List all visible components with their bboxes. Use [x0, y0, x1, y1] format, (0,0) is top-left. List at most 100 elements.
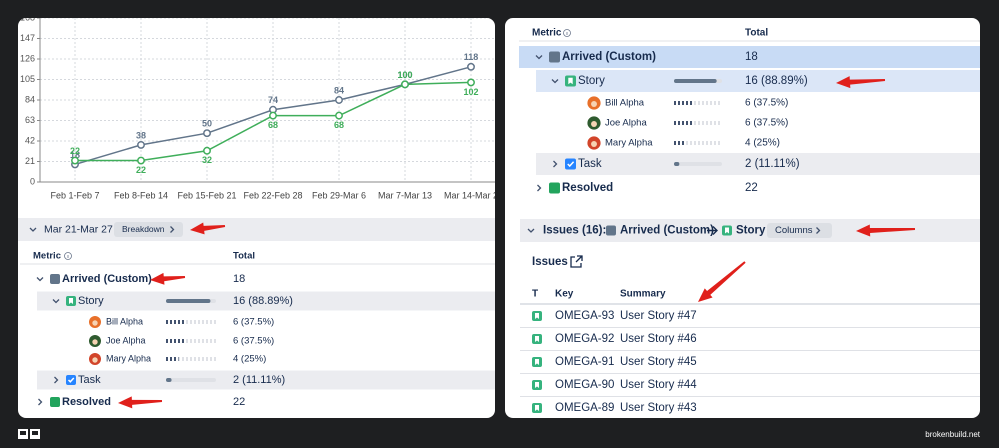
x-tick-label: Feb 15-Feb 21	[177, 190, 236, 200]
expand-toggle[interactable]	[527, 228, 535, 233]
column-header: Metric	[532, 28, 562, 39]
y-tick-label: 105	[20, 74, 35, 84]
annotation-arrow	[856, 224, 916, 237]
columns-button-label: Columns	[775, 225, 813, 236]
issue-summary: User Story #47	[620, 310, 697, 322]
issue-summary: User Story #45	[620, 356, 697, 368]
metric-icon	[606, 225, 616, 236]
story-icon-mark	[535, 336, 539, 342]
left-content: 0 21 42 63 84 105 126 147 168 Feb 1-Feb 7 Feb 8-Fe…	[18, 18, 495, 408]
y-tick-label: 63	[25, 115, 35, 125]
data-point	[203, 146, 211, 155]
y-tick-label: 0	[30, 176, 35, 186]
column-header: Key	[555, 289, 574, 300]
annotation-arrow	[190, 222, 226, 235]
right-panel	[505, 18, 980, 418]
row-total: 18	[233, 273, 245, 285]
expand-toggle[interactable]	[36, 277, 44, 282]
expand-toggle[interactable]	[54, 376, 59, 384]
value-label: 22	[136, 165, 146, 175]
avatar-face	[92, 320, 98, 326]
person-label: Bill Alpha	[106, 316, 143, 326]
row-total: 22	[233, 396, 245, 408]
row-total: 6 (37.5%)	[745, 118, 788, 129]
data-point	[71, 156, 79, 165]
expand-toggle[interactable]	[816, 227, 821, 234]
row-total: 4 (25%)	[745, 138, 780, 149]
row-total: 2 (11.11%)	[233, 374, 285, 386]
issue-key: OMEGA-91	[555, 356, 614, 368]
expand-toggle[interactable]	[52, 299, 60, 304]
value-label: 74	[268, 95, 278, 105]
y-tick-label: 84	[25, 94, 35, 104]
issues-item: Story	[736, 225, 766, 237]
right-content: Metric Total Arrived (Custom) 18 Story 16 (88…	[519, 28, 980, 414]
value-label: 68	[334, 120, 344, 130]
x-tick-label: Mar 7-Mar 13	[378, 190, 432, 200]
row-highlight	[37, 370, 495, 390]
arrow-icon	[707, 226, 718, 235]
expand-toggle[interactable]	[537, 184, 542, 192]
bar-fill	[166, 299, 211, 303]
issues-metric: Arrived (Custom)	[620, 225, 714, 237]
avatar-face	[591, 121, 597, 127]
value-label: 100	[397, 70, 412, 80]
issue-summary: User Story #44	[620, 379, 697, 391]
avatar-face	[591, 101, 597, 107]
row-label: Story	[578, 75, 605, 87]
expand-toggle[interactable]	[551, 79, 559, 84]
data-point	[335, 96, 343, 104]
external-link[interactable]	[570, 255, 583, 268]
row-total: 6 (37.5%)	[233, 336, 274, 347]
value-label: 18	[70, 150, 80, 160]
issue-key: OMEGA-90	[555, 379, 614, 391]
data-point	[401, 80, 409, 89]
y-tick-label: 147	[20, 33, 35, 43]
row-total: 22	[745, 182, 758, 194]
row-label: Task	[78, 374, 101, 386]
story-icon-mark	[535, 359, 539, 365]
avatar-face	[92, 357, 98, 363]
column-header: T	[532, 289, 538, 300]
data-point	[137, 156, 145, 165]
value-label: 38	[136, 130, 146, 140]
value-label: 32	[202, 155, 212, 165]
data-point	[137, 140, 145, 149]
row-total: 16 (88.89%)	[233, 295, 293, 307]
expand-toggle[interactable]	[553, 160, 558, 168]
column-header: Total	[745, 28, 768, 39]
row-total: 6 (37.5%)	[745, 98, 788, 109]
expand-toggle[interactable]	[38, 398, 43, 406]
data-point	[467, 62, 475, 71]
columns-button[interactable]	[767, 223, 832, 238]
x-tick-label: Feb 8-Feb 14	[114, 190, 168, 200]
logo	[18, 429, 40, 439]
expand-toggle[interactable]	[29, 227, 37, 232]
expand-toggle[interactable]	[170, 226, 175, 233]
bar-fill	[166, 378, 172, 382]
data-point	[467, 78, 475, 87]
person-label: Mary Alpha	[106, 353, 151, 363]
column-header: Total	[233, 251, 255, 262]
issue-key: OMEGA-92	[555, 333, 614, 345]
breakdown-button[interactable]	[114, 222, 183, 237]
issue-summary: User Story #43	[620, 402, 697, 414]
column-header: Metric	[33, 251, 61, 262]
row-label: Task	[578, 158, 602, 170]
row-highlight	[37, 291, 495, 311]
person-label: Joe Alpha	[605, 118, 647, 129]
x-tick-label: Feb 1-Feb 7	[50, 190, 99, 200]
expand-toggle[interactable]	[535, 55, 543, 60]
bar-fill	[674, 162, 680, 166]
value-label: 118	[464, 52, 479, 62]
metric-icon	[549, 182, 560, 194]
value-label: 102	[463, 87, 478, 97]
avatar-face	[92, 339, 98, 345]
x-tick-label: Feb 29-Mar 6	[312, 190, 366, 200]
x-tick-label: Feb 22-Feb 28	[243, 190, 302, 200]
issue-key: OMEGA-89	[555, 402, 614, 414]
data-point	[335, 111, 343, 120]
y-tick-label: 126	[20, 53, 35, 63]
column-header: Summary	[620, 289, 666, 300]
annotation-arrow	[150, 272, 186, 285]
